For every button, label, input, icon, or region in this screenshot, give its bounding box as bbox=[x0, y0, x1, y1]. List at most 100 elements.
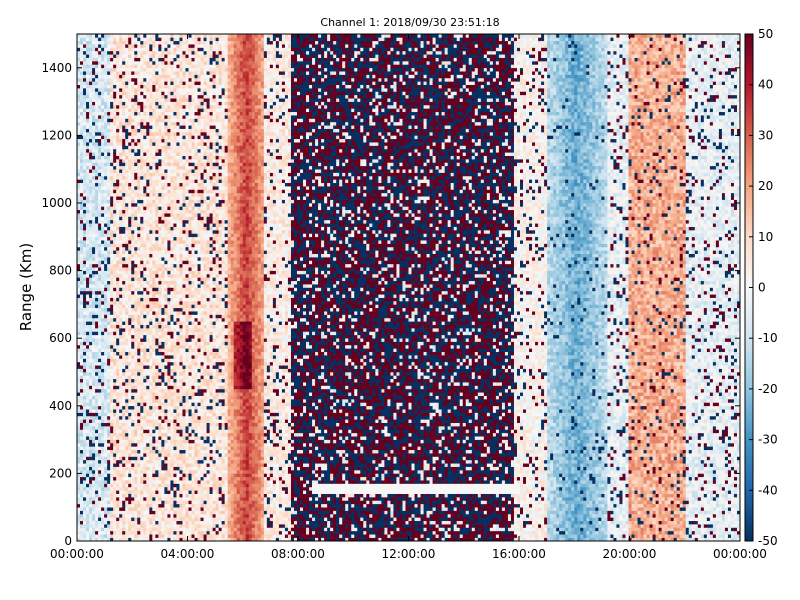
heatmap-cell bbox=[152, 314, 156, 319]
heatmap-cell bbox=[116, 135, 120, 140]
heatmap-cell bbox=[125, 368, 129, 373]
heatmap-cell bbox=[152, 524, 156, 528]
heatmap-cell bbox=[113, 453, 117, 457]
heatmap-cell bbox=[143, 263, 147, 268]
heatmap-cell bbox=[113, 334, 117, 339]
heatmap-cell bbox=[152, 108, 156, 113]
heatmap-cell bbox=[77, 128, 81, 133]
heatmap-cell bbox=[125, 91, 129, 96]
heatmap-cell bbox=[149, 88, 153, 92]
heatmap-cell bbox=[173, 104, 177, 109]
heatmap-cell bbox=[101, 449, 105, 454]
heatmap-cell bbox=[128, 226, 132, 231]
heatmap-cell bbox=[140, 40, 144, 45]
heatmap-cell bbox=[104, 530, 108, 535]
heatmap-cell bbox=[107, 284, 111, 288]
heatmap-cell bbox=[83, 324, 87, 329]
heatmap-cell bbox=[95, 47, 99, 52]
heatmap-cell bbox=[128, 328, 132, 332]
heatmap-cell bbox=[125, 57, 129, 62]
heatmap-cell bbox=[89, 138, 93, 143]
heatmap-cell bbox=[92, 206, 96, 211]
heatmap-cell bbox=[80, 138, 84, 143]
heatmap-cell bbox=[134, 267, 138, 271]
heatmap-cell bbox=[98, 189, 102, 194]
heatmap-cell bbox=[137, 145, 141, 150]
heatmap-cell bbox=[110, 500, 114, 505]
heatmap-cell bbox=[152, 182, 156, 187]
heatmap-cell bbox=[80, 534, 84, 538]
heatmap-cell bbox=[134, 260, 138, 265]
heatmap-cell bbox=[116, 348, 120, 353]
heatmap-cell bbox=[89, 375, 93, 380]
heatmap-cell bbox=[113, 57, 117, 62]
heatmap-cell bbox=[143, 301, 147, 305]
heatmap-cell bbox=[119, 473, 123, 478]
heatmap-cell bbox=[80, 459, 84, 464]
heatmap-cell bbox=[83, 314, 87, 319]
heatmap-cell bbox=[131, 459, 135, 464]
heatmap-cell bbox=[95, 378, 99, 383]
heatmap-cell bbox=[116, 415, 120, 420]
heatmap-cell bbox=[134, 40, 138, 45]
heatmap-cell bbox=[161, 395, 165, 400]
heatmap-cell bbox=[104, 355, 108, 359]
heatmap-cell bbox=[140, 243, 144, 248]
heatmap-cell bbox=[152, 246, 156, 251]
heatmap-cell bbox=[110, 175, 114, 180]
heatmap-cell bbox=[98, 104, 102, 109]
heatmap-cell bbox=[98, 209, 102, 214]
heatmap-cell bbox=[89, 405, 93, 410]
heatmap-cell bbox=[140, 301, 144, 305]
heatmap-cell bbox=[170, 439, 174, 444]
heatmap-cell bbox=[122, 284, 126, 288]
heatmap-cell bbox=[113, 486, 117, 491]
heatmap-cell bbox=[107, 81, 111, 85]
heatmap-cell bbox=[119, 270, 123, 275]
heatmap-cell bbox=[125, 219, 129, 224]
heatmap-cell bbox=[170, 497, 174, 501]
heatmap-cell bbox=[137, 324, 141, 329]
heatmap-cell bbox=[137, 311, 141, 315]
heatmap-cell bbox=[107, 456, 111, 461]
heatmap-cell bbox=[149, 236, 153, 241]
heatmap-cell bbox=[149, 206, 153, 211]
heatmap-cell bbox=[92, 351, 96, 356]
heatmap-cell bbox=[83, 182, 87, 187]
heatmap-cell bbox=[164, 344, 168, 349]
heatmap-cell bbox=[101, 88, 105, 92]
heatmap-cell bbox=[119, 125, 123, 129]
heatmap-cell bbox=[140, 328, 144, 332]
heatmap-cell bbox=[131, 446, 135, 451]
heatmap-cell bbox=[122, 493, 126, 498]
heatmap-cell bbox=[104, 517, 108, 522]
heatmap-cell bbox=[146, 233, 150, 238]
heatmap-cell bbox=[86, 273, 90, 278]
heatmap-cell bbox=[140, 236, 144, 241]
heatmap-cell bbox=[92, 219, 96, 224]
heatmap-cell bbox=[95, 61, 99, 65]
heatmap-cell bbox=[122, 399, 126, 403]
heatmap-cell bbox=[95, 128, 99, 133]
heatmap-cell bbox=[104, 84, 108, 89]
heatmap-cell bbox=[134, 375, 138, 380]
heatmap-cell bbox=[167, 405, 171, 410]
heatmap-cell bbox=[173, 513, 177, 518]
heatmap-cell bbox=[80, 250, 84, 254]
heatmap-cell bbox=[143, 334, 147, 339]
heatmap-cell bbox=[98, 142, 102, 146]
heatmap-cell bbox=[137, 331, 141, 336]
heatmap-cell bbox=[113, 358, 117, 363]
heatmap-cell bbox=[89, 199, 93, 204]
heatmap-cell bbox=[128, 290, 132, 295]
heatmap-cell bbox=[107, 226, 111, 231]
heatmap-cell bbox=[149, 250, 153, 254]
heatmap-cell bbox=[164, 321, 168, 325]
heatmap-cell bbox=[80, 415, 84, 420]
heatmap-cell bbox=[83, 44, 87, 48]
heatmap-cell bbox=[152, 165, 156, 170]
heatmap-cell bbox=[80, 37, 84, 42]
heatmap-cell bbox=[167, 415, 171, 420]
heatmap-cell bbox=[80, 155, 84, 160]
heatmap-cell bbox=[113, 199, 117, 204]
